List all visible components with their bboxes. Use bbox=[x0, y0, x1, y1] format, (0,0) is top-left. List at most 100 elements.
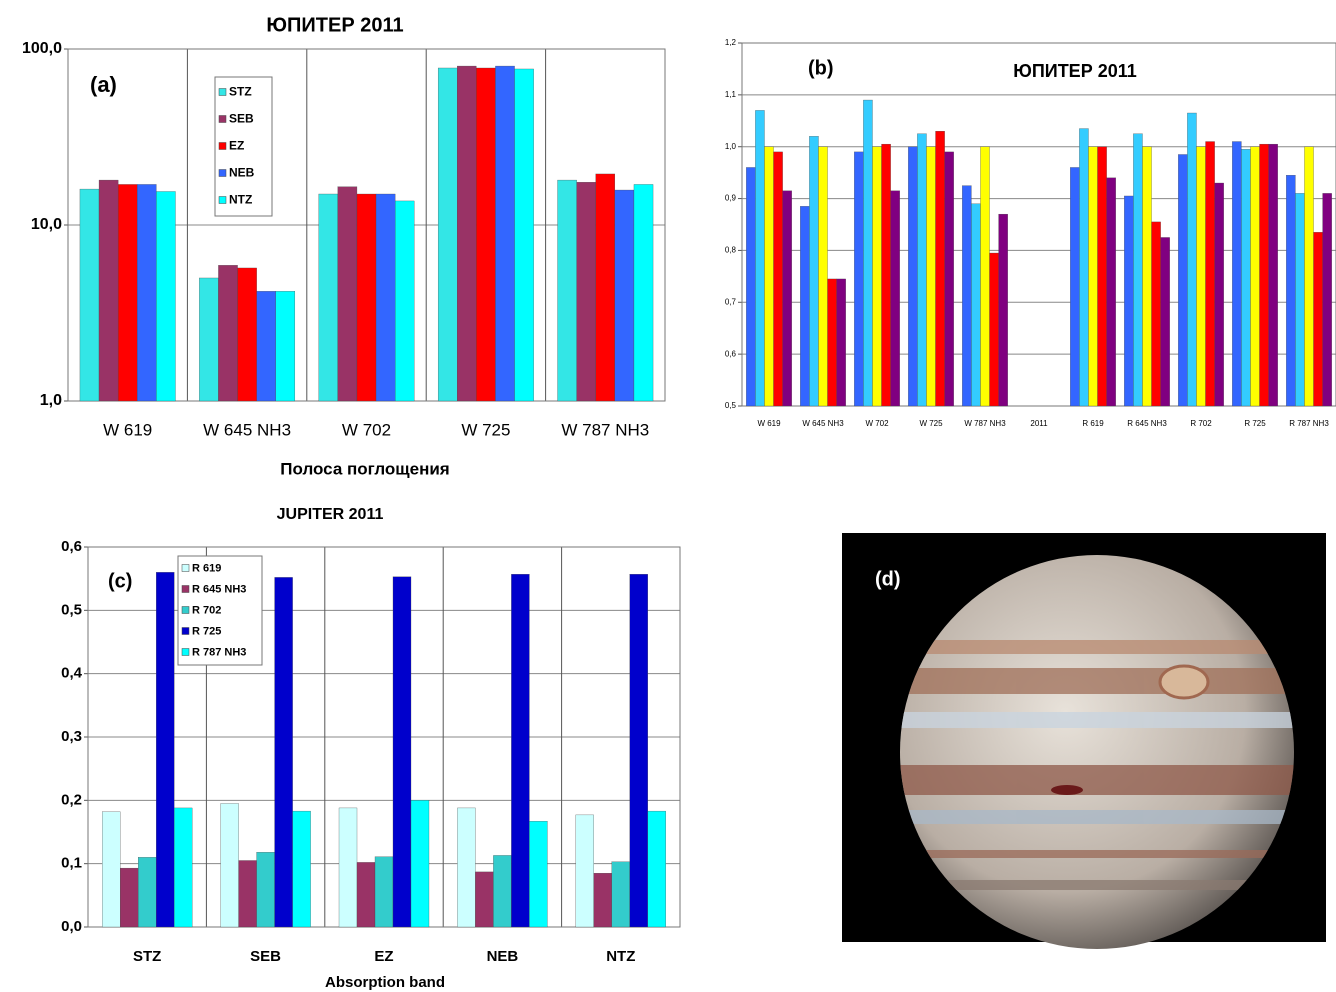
bar bbox=[1250, 147, 1259, 406]
bar bbox=[495, 66, 514, 401]
bar bbox=[1295, 193, 1304, 406]
panel-label: (d) bbox=[875, 568, 901, 590]
bar bbox=[999, 214, 1008, 406]
bar bbox=[630, 574, 648, 927]
legend-swatch bbox=[219, 143, 226, 150]
y-tick-label: 1,0 bbox=[725, 142, 737, 151]
bar bbox=[854, 152, 863, 406]
legend-swatch bbox=[219, 170, 226, 177]
y-tick-label: 0,2 bbox=[61, 791, 82, 808]
bar bbox=[746, 167, 755, 406]
bar bbox=[218, 265, 237, 401]
bar bbox=[493, 855, 511, 927]
bar bbox=[1304, 147, 1313, 406]
x-tick-label: W 645 NH3 bbox=[802, 419, 844, 428]
legend-label: NTZ bbox=[229, 193, 252, 207]
x-tick-label: W 619 bbox=[103, 420, 152, 439]
bar bbox=[338, 187, 357, 401]
bar bbox=[1070, 167, 1079, 406]
y-tick-label: 1,0 bbox=[40, 392, 62, 409]
chart-title: ЮПИТЕР 2011 bbox=[1013, 61, 1137, 81]
bar bbox=[257, 291, 276, 401]
bar bbox=[395, 201, 414, 401]
x-tick-label: STZ bbox=[133, 948, 161, 965]
legend-swatch bbox=[182, 628, 189, 635]
bar bbox=[99, 180, 118, 401]
x-axis-label: Полоса поглощения bbox=[280, 459, 449, 478]
legend-swatch bbox=[182, 586, 189, 593]
bar bbox=[1232, 142, 1241, 406]
bar bbox=[615, 190, 634, 401]
legend-label: EZ bbox=[229, 139, 244, 153]
x-tick-label: R 725 bbox=[1244, 419, 1266, 428]
bar bbox=[1088, 147, 1097, 406]
x-tick-label: R 702 bbox=[1190, 419, 1212, 428]
bar bbox=[511, 574, 529, 927]
bar bbox=[1314, 232, 1323, 406]
panel-label: (a) bbox=[90, 72, 117, 97]
bar bbox=[1286, 175, 1295, 406]
bar bbox=[257, 852, 275, 927]
bar bbox=[1260, 144, 1269, 406]
bar bbox=[357, 194, 376, 401]
bar bbox=[1161, 237, 1170, 406]
x-tick-label: W 619 bbox=[757, 419, 781, 428]
y-tick-label: 0,6 bbox=[725, 349, 737, 358]
bar bbox=[1215, 183, 1224, 406]
y-tick-label: 0,3 bbox=[61, 728, 82, 745]
bar bbox=[1152, 222, 1161, 406]
x-tick-label: W 725 bbox=[919, 419, 943, 428]
bar bbox=[936, 131, 945, 406]
chart-title: ЮПИТЕР 2011 bbox=[266, 14, 403, 36]
legend-swatch bbox=[219, 89, 226, 96]
bar bbox=[1196, 147, 1205, 406]
bar bbox=[576, 815, 594, 927]
legend-label: R 619 bbox=[192, 562, 221, 574]
legend-swatch bbox=[182, 649, 189, 656]
bar bbox=[375, 857, 393, 927]
bar bbox=[612, 862, 630, 927]
bar bbox=[634, 184, 653, 401]
bar bbox=[120, 868, 138, 927]
legend-label: R 787 NH3 bbox=[192, 646, 246, 658]
x-tick-label: W 787 NH3 bbox=[964, 419, 1006, 428]
bar bbox=[339, 808, 357, 927]
bar bbox=[1098, 147, 1107, 406]
bar bbox=[891, 191, 900, 406]
bar bbox=[980, 147, 989, 406]
bar bbox=[156, 192, 175, 401]
dark-spot bbox=[1051, 785, 1083, 795]
y-tick-label: 100,0 bbox=[22, 40, 62, 57]
x-tick-label: NTZ bbox=[606, 948, 635, 965]
planet-bands bbox=[880, 640, 1320, 890]
bar bbox=[174, 808, 192, 927]
bar bbox=[594, 873, 612, 927]
bar bbox=[221, 804, 239, 928]
bar bbox=[809, 136, 818, 406]
bar bbox=[1124, 196, 1133, 406]
legend-label: R 645 NH3 bbox=[192, 583, 246, 595]
bar bbox=[239, 861, 257, 928]
bar bbox=[971, 204, 980, 406]
bar bbox=[1107, 178, 1116, 406]
bar bbox=[774, 152, 783, 406]
bar bbox=[529, 821, 547, 927]
bar bbox=[1178, 154, 1187, 406]
bar bbox=[1241, 149, 1250, 406]
bar bbox=[319, 194, 338, 401]
bar bbox=[908, 147, 917, 406]
y-tick-label: 0,5 bbox=[61, 601, 82, 618]
bar bbox=[1187, 113, 1196, 406]
y-tick-label: 10,0 bbox=[31, 216, 62, 233]
x-tick-label: NEB bbox=[487, 948, 519, 965]
bar bbox=[783, 191, 792, 406]
bar bbox=[411, 800, 429, 927]
bar bbox=[596, 174, 615, 401]
x-tick-label: W 787 NH3 bbox=[561, 420, 649, 439]
bar bbox=[238, 268, 257, 401]
bar bbox=[102, 812, 120, 927]
x-tick-label: R 645 NH3 bbox=[1127, 419, 1167, 428]
bar bbox=[357, 862, 375, 927]
